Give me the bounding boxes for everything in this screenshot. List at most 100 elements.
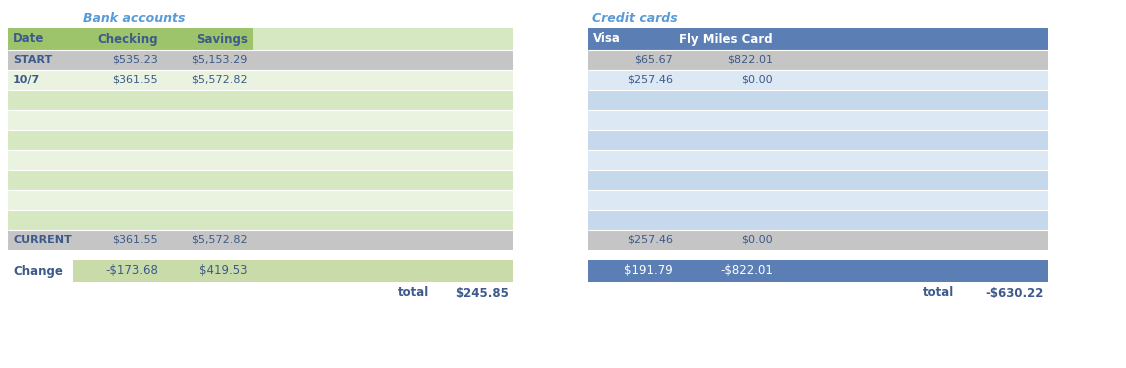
Bar — [343, 50, 434, 70]
Bar — [868, 190, 958, 210]
Bar — [958, 50, 1048, 70]
Bar — [678, 170, 778, 190]
Bar — [778, 28, 868, 50]
Bar — [253, 230, 343, 250]
Text: $361.55: $361.55 — [113, 235, 158, 245]
Bar — [163, 130, 253, 150]
Bar — [253, 260, 343, 282]
Bar — [434, 28, 513, 50]
Text: Visa: Visa — [593, 32, 620, 46]
Bar — [73, 70, 163, 90]
Bar — [868, 50, 958, 70]
Bar — [958, 230, 1048, 250]
Bar — [163, 210, 253, 230]
Bar — [253, 110, 343, 130]
Bar — [253, 28, 343, 50]
Bar — [778, 230, 868, 250]
Bar — [958, 90, 1048, 110]
Bar — [343, 190, 434, 210]
Text: Change: Change — [14, 265, 63, 277]
Bar — [253, 70, 343, 90]
Bar — [343, 170, 434, 190]
Bar — [588, 28, 678, 50]
Bar — [678, 130, 778, 150]
Text: $5,572.82: $5,572.82 — [191, 235, 248, 245]
Bar — [73, 28, 163, 50]
Bar — [868, 260, 958, 282]
Text: Bank accounts: Bank accounts — [83, 11, 186, 25]
Bar — [253, 210, 343, 230]
Text: -$822.01: -$822.01 — [721, 265, 774, 277]
Bar — [8, 230, 73, 250]
Bar — [588, 150, 678, 170]
Bar — [958, 110, 1048, 130]
Bar — [343, 260, 434, 282]
Bar — [778, 130, 868, 150]
Bar — [868, 210, 958, 230]
Bar — [163, 110, 253, 130]
Bar — [434, 210, 513, 230]
Bar — [778, 150, 868, 170]
Bar — [588, 260, 678, 282]
Bar — [434, 260, 513, 282]
Bar — [253, 150, 343, 170]
Bar — [868, 110, 958, 130]
Bar — [778, 190, 868, 210]
Text: Checking: Checking — [97, 32, 158, 46]
Text: $361.55: $361.55 — [113, 75, 158, 85]
Bar — [588, 70, 678, 90]
Bar — [868, 150, 958, 170]
Text: START: START — [14, 55, 52, 65]
Bar — [778, 110, 868, 130]
Text: $0.00: $0.00 — [741, 235, 774, 245]
Bar — [8, 90, 73, 110]
Bar — [868, 70, 958, 90]
Bar — [73, 210, 163, 230]
Bar — [868, 170, 958, 190]
Bar — [343, 230, 434, 250]
Bar — [678, 260, 778, 282]
Text: $257.46: $257.46 — [627, 235, 673, 245]
Text: total: total — [922, 287, 954, 300]
Bar — [778, 90, 868, 110]
Bar — [588, 230, 678, 250]
Text: $5,153.29: $5,153.29 — [191, 55, 248, 65]
Text: Savings: Savings — [196, 32, 248, 46]
Bar — [868, 90, 958, 110]
Bar — [434, 170, 513, 190]
Text: Fly Miles Card: Fly Miles Card — [679, 32, 774, 46]
Bar — [163, 90, 253, 110]
Bar — [958, 150, 1048, 170]
Bar — [163, 50, 253, 70]
Bar — [868, 130, 958, 150]
Bar — [253, 90, 343, 110]
Text: $822.01: $822.01 — [727, 55, 774, 65]
Bar — [678, 210, 778, 230]
Bar — [588, 170, 678, 190]
Bar — [958, 28, 1048, 50]
Bar — [588, 190, 678, 210]
Bar — [343, 28, 434, 50]
Bar — [73, 230, 163, 250]
Bar — [678, 150, 778, 170]
Bar — [588, 110, 678, 130]
Bar — [73, 110, 163, 130]
Bar — [8, 50, 73, 70]
Text: -$173.68: -$173.68 — [105, 265, 158, 277]
Text: Date: Date — [14, 32, 44, 46]
Bar — [73, 50, 163, 70]
Bar — [8, 150, 73, 170]
Bar — [434, 230, 513, 250]
Bar — [73, 90, 163, 110]
Bar — [253, 130, 343, 150]
Bar — [8, 110, 73, 130]
Bar — [163, 170, 253, 190]
Bar — [958, 190, 1048, 210]
Bar — [73, 170, 163, 190]
Bar — [8, 28, 73, 50]
Bar — [958, 210, 1048, 230]
Text: $419.53: $419.53 — [199, 265, 248, 277]
Bar — [434, 50, 513, 70]
Text: $5,572.82: $5,572.82 — [191, 75, 248, 85]
Text: Credit cards: Credit cards — [592, 11, 678, 25]
